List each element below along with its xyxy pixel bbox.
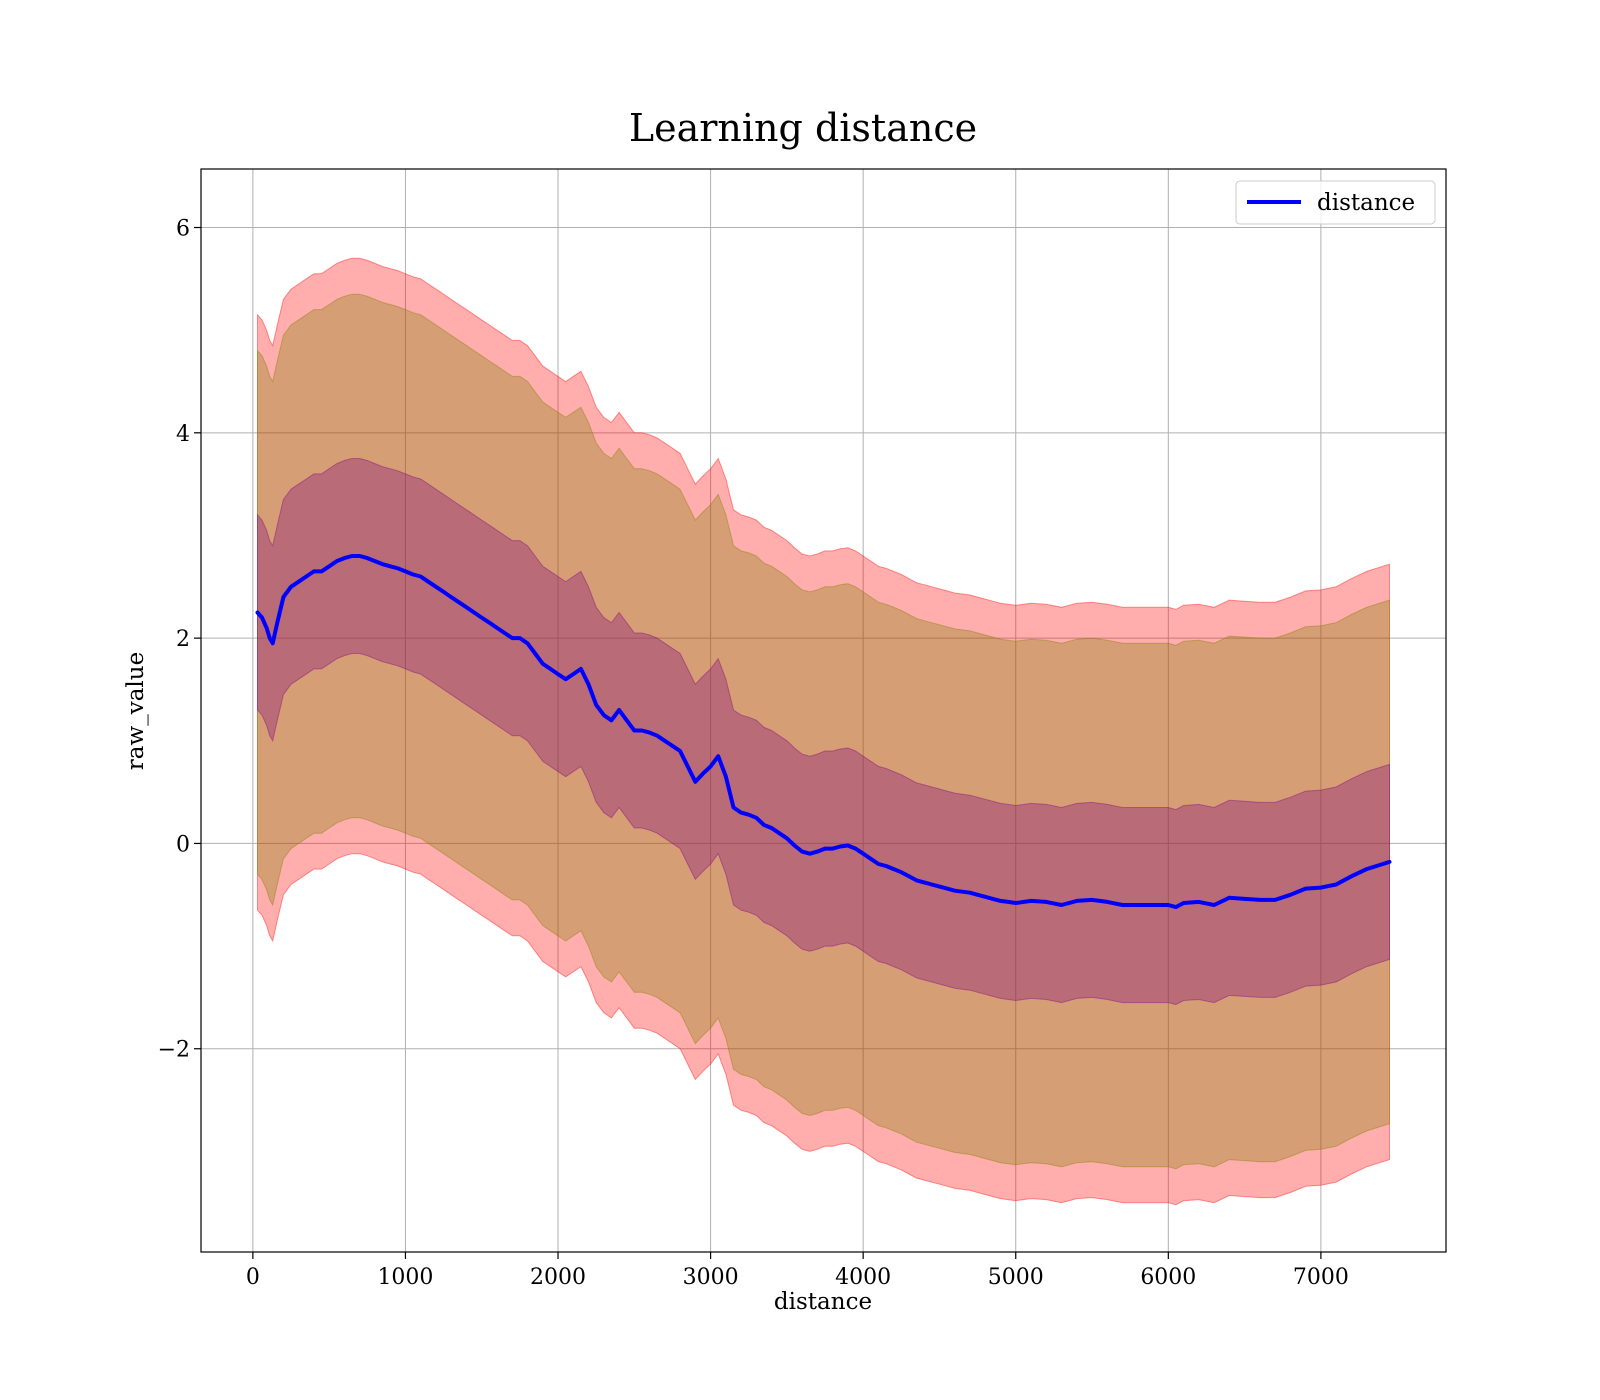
- x-tick-label: 3000: [683, 1265, 739, 1290]
- x-axis-ticks: 0 1000 2000 3000 4000 5000 6000 7000: [246, 1252, 1349, 1290]
- x-tick-label: 6000: [1140, 1265, 1196, 1290]
- x-axis-title: distance: [774, 1289, 872, 1315]
- legend-label-distance: distance: [1317, 190, 1415, 216]
- x-tick-label: 4000: [835, 1265, 891, 1290]
- confidence-band: [257, 458, 1390, 1006]
- x-tick-label: 2000: [530, 1265, 586, 1290]
- legend-box: [1235, 180, 1436, 225]
- grid: [201, 169, 1446, 1252]
- x-tick-label: 1000: [377, 1265, 433, 1290]
- y-tick-label: 6: [176, 217, 190, 242]
- y-axis-title: raw_value: [123, 652, 149, 770]
- x-tick-label: 0: [246, 1265, 260, 1290]
- plot-area-frame: [200, 168, 1447, 1253]
- y-tick-label: −2: [158, 1038, 190, 1063]
- series-lines: [255, 554, 1392, 910]
- legend: distance: [1235, 180, 1436, 225]
- y-axis-ticks: 6 4 2 0 −2: [158, 217, 201, 1063]
- y-tick-label: 2: [176, 627, 190, 652]
- x-tick-label: 7000: [1293, 1265, 1349, 1290]
- y-tick-label: 4: [176, 422, 190, 447]
- series-line-distance: [255, 554, 1392, 910]
- y-tick-label: 0: [176, 832, 190, 857]
- confidence-bands: [257, 257, 1390, 1206]
- chart-title: Learning distance: [629, 106, 977, 150]
- x-tick-label: 5000: [988, 1265, 1044, 1290]
- confidence-band: [257, 257, 1390, 1206]
- confidence-band: [257, 293, 1390, 1170]
